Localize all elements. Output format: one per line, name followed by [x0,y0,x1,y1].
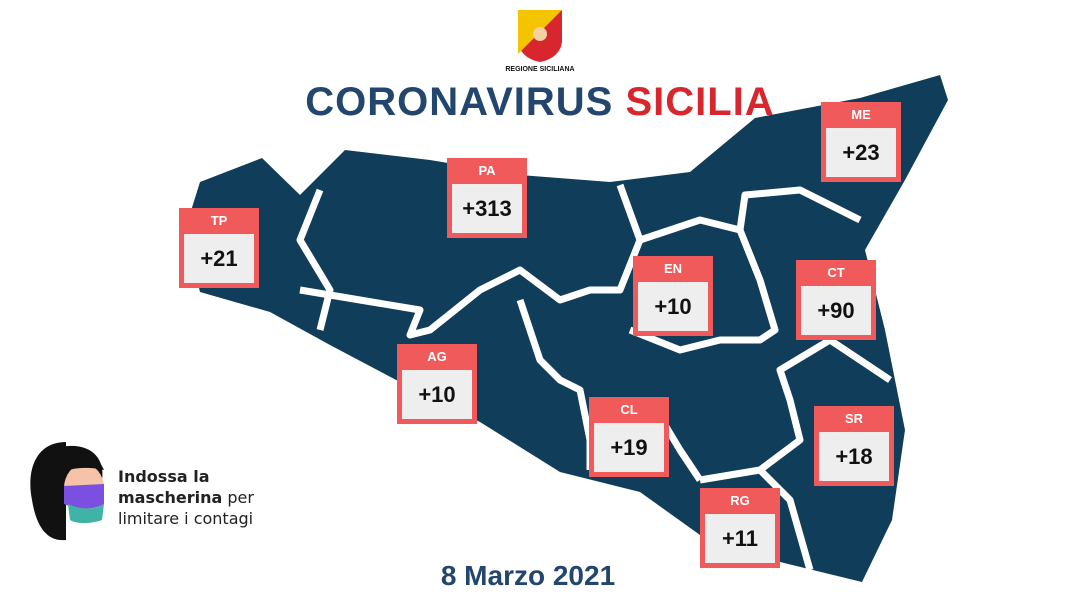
province-box-sr: SR +18 [814,406,894,486]
province-value: +23 [826,128,896,177]
province-value: +11 [705,514,775,563]
masked-woman-icon [30,442,104,541]
province-code: ME [851,107,871,122]
regione-siciliana-logo [518,10,562,62]
sicily-shape [185,75,948,582]
province-code: PA [478,163,496,178]
province-box-pa: PA +313 [447,158,527,238]
province-value: +18 [819,432,889,481]
province-value: +313 [452,184,522,233]
date-label: 8 Marzo 2021 [440,560,616,591]
province-code: RG [730,493,750,508]
province-value: +21 [184,234,254,283]
province-box-ct: CT +90 [796,260,876,340]
page-title: CORONAVIRUS SICILIA [0,80,1080,125]
message-line1: Indossa la [118,467,210,486]
province-code: EN [663,261,683,276]
province-box-en: EN +10 [633,256,713,336]
message-line2-rest: per [227,488,254,507]
province-code: CT [827,265,845,280]
province-value: +19 [594,423,664,472]
mask-message: Indossa la mascherina per limitare i con… [118,466,254,529]
province-box-rg: RG +11 [700,488,780,568]
province-code: AG [427,349,447,364]
province-value: +90 [801,286,871,335]
province-code: TP [210,213,228,228]
province-code: CL [620,402,638,417]
province-box-ag: AG +10 [397,344,477,424]
province-box-tp: TP +21 [179,208,259,288]
province-value: +10 [402,370,472,419]
title-sicilia: SICILIA [625,80,775,124]
province-box-cl: CL +19 [589,397,669,477]
logo-text: REGIONE SICILIANA [505,66,575,73]
province-box-me: ME +23 [821,102,901,182]
title-coronavirus: CORONAVIRUS [305,80,614,124]
province-code: SR [844,411,864,426]
province-value: +10 [638,282,708,331]
message-line2-bold: mascherina [118,488,223,507]
message-line3: limitare i contagi [118,509,254,528]
